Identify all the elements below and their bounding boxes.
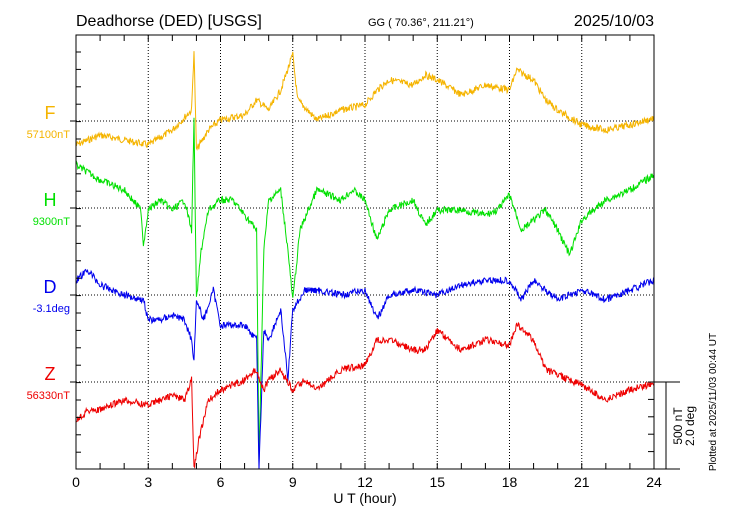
- x-tick-label: 9: [289, 474, 297, 490]
- x-tick-label: 3: [144, 474, 152, 490]
- series-baseline-F: 57100nT: [27, 129, 71, 141]
- x-tick-label: 24: [646, 474, 662, 490]
- x-tick-label: 21: [574, 474, 590, 490]
- series-name-H: H: [44, 190, 57, 210]
- series-name-Z: Z: [45, 364, 56, 384]
- x-tick-label: 18: [502, 474, 518, 490]
- x-axis-label: U T (hour): [333, 490, 396, 506]
- chart-date: 2025/10/03: [574, 13, 654, 30]
- series-line-F: [76, 51, 654, 151]
- chart-title: Deadhorse (DED) [USGS]: [76, 13, 262, 30]
- series-name-F: F: [45, 103, 56, 123]
- x-tick-label: 6: [217, 474, 225, 490]
- series-line-Z: [76, 321, 654, 469]
- series-line-H: [76, 117, 654, 464]
- x-tick-label: 0: [72, 474, 80, 490]
- series-baseline-H: 9300nT: [33, 216, 71, 228]
- x-tick-label: 12: [357, 474, 373, 490]
- x-tick-label: 15: [429, 474, 445, 490]
- scale-label-deg: 2.0 deg: [683, 406, 697, 446]
- series-name-D: D: [44, 277, 57, 297]
- scale-label-nT: 500 nT: [671, 407, 685, 445]
- series-baseline-D: -3.1deg: [33, 303, 70, 315]
- series-line-D: [76, 268, 654, 469]
- series-baseline-Z: 56330nT: [27, 390, 71, 402]
- plotted-note: Plotted at 2025/11/03 00:44 UT: [708, 333, 719, 471]
- station-coords: GG ( 70.36°, 211.21°): [368, 17, 474, 29]
